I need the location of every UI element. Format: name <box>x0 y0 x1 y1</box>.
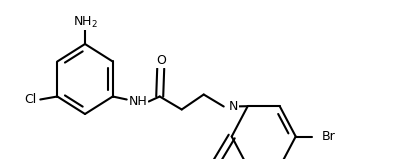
Text: NH: NH <box>128 95 147 108</box>
Text: N: N <box>228 100 237 113</box>
Text: Cl: Cl <box>24 93 36 106</box>
Text: Br: Br <box>321 130 335 143</box>
Text: O: O <box>156 54 165 67</box>
Text: NH$_2$: NH$_2$ <box>72 14 97 30</box>
